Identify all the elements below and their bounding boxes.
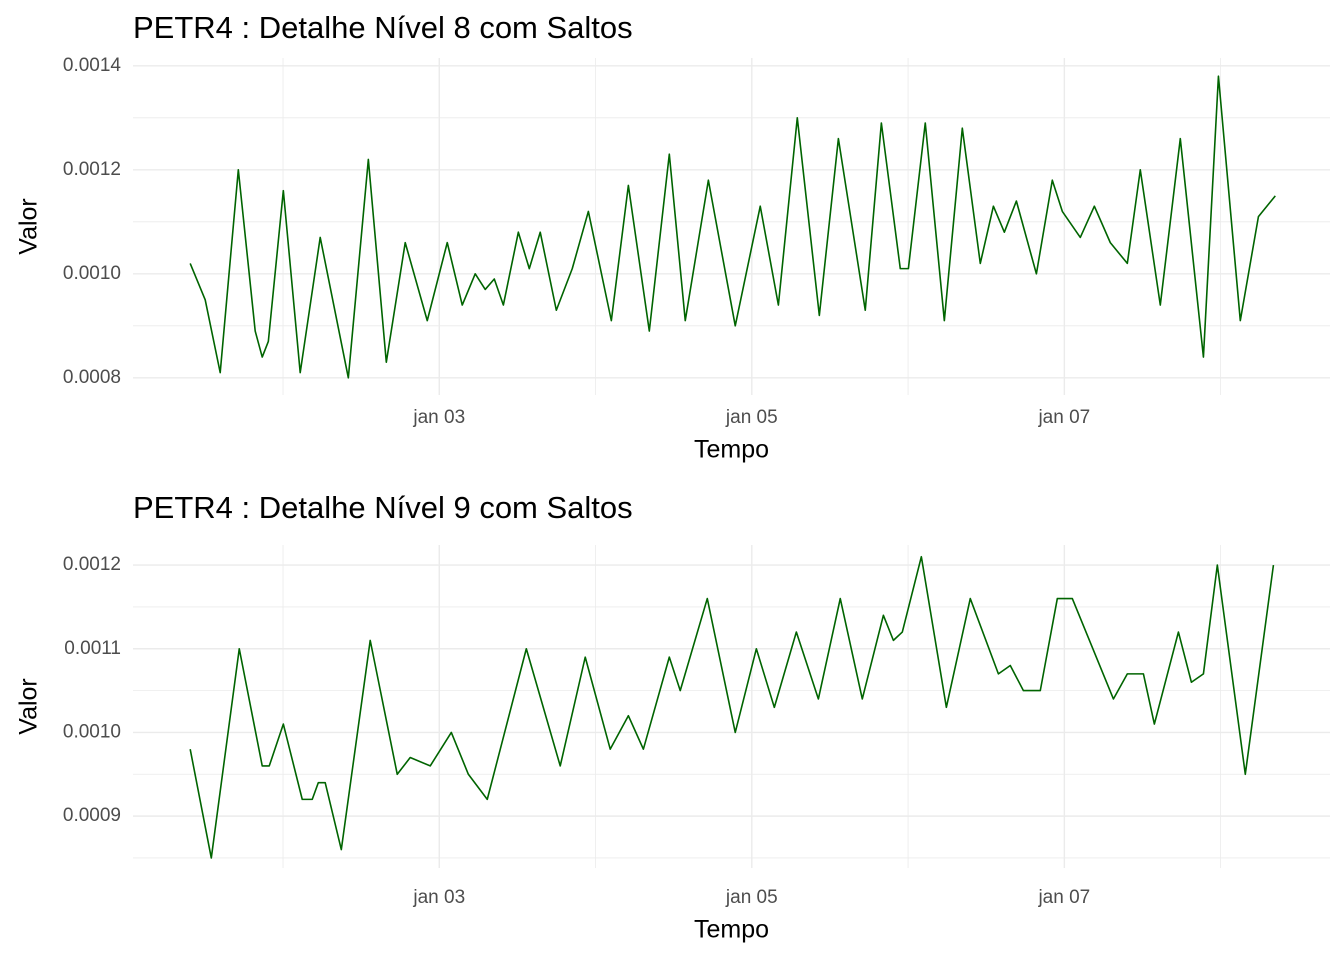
x-tick-label: jan 05	[725, 407, 778, 428]
y-tick-label: 0.0010	[63, 263, 121, 284]
x-tick-label: jan 07	[1037, 407, 1090, 428]
y-tick-label: 0.0010	[63, 721, 121, 742]
chart-title: PETR4 : Detalhe Nível 8 com Saltos	[133, 10, 633, 45]
x-axis-title: Tempo	[694, 916, 769, 944]
y-tick-label: 0.0014	[63, 55, 122, 76]
y-axis-title: Valor	[15, 678, 43, 735]
y-tick-label: 0.0011	[64, 638, 121, 659]
y-tick-label: 0.0012	[63, 159, 121, 180]
x-tick-label: jan 03	[412, 407, 465, 428]
x-tick-label: jan 03	[412, 887, 465, 908]
y-tick-label: 0.0012	[63, 554, 121, 575]
data-line	[189, 75, 1276, 379]
y-tick-label: 0.0008	[63, 367, 121, 388]
chart-title: PETR4 : Detalhe Nível 9 com Saltos	[133, 490, 633, 525]
x-tick-label: jan 05	[725, 887, 778, 908]
x-tick-label: jan 07	[1037, 887, 1090, 908]
y-tick-label: 0.0009	[63, 805, 121, 826]
x-axis-title: Tempo	[694, 436, 769, 464]
data-line	[189, 555, 1275, 859]
y-axis-title: Valor	[15, 198, 43, 255]
